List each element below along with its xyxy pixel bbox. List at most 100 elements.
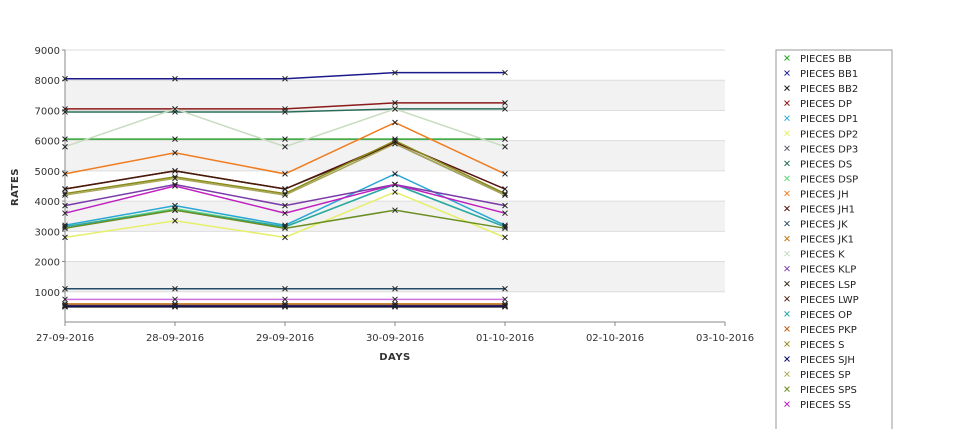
data-point xyxy=(172,149,178,156)
data-point xyxy=(282,171,288,177)
legend-item: PIECES LWP xyxy=(784,295,859,306)
legend-label: PIECES SP xyxy=(800,370,851,381)
legend-item: PIECES DP xyxy=(784,99,852,110)
data-point xyxy=(502,192,508,198)
legend-marker xyxy=(784,356,790,362)
data-point xyxy=(62,171,68,177)
legend-box xyxy=(775,49,893,429)
legend-marker xyxy=(784,205,790,212)
data-point xyxy=(502,234,508,241)
legend-label: PIECES JH1 xyxy=(800,205,855,216)
data-point xyxy=(172,296,178,303)
data-point xyxy=(392,69,398,76)
data-point xyxy=(172,75,178,82)
legend-marker xyxy=(784,145,790,152)
legend-label: PIECES BB1 xyxy=(800,69,858,80)
plot-band xyxy=(65,110,725,141)
x-tick-label: 28-09-2016 xyxy=(146,333,204,344)
plot-band xyxy=(65,50,725,81)
series-group xyxy=(62,285,508,292)
y-tick-label: 1000 xyxy=(35,288,60,299)
legend-label: PIECES SJH xyxy=(800,355,855,366)
legend-marker xyxy=(784,265,790,272)
data-point xyxy=(392,181,398,188)
y-tick-label: 3000 xyxy=(35,227,60,238)
data-point xyxy=(172,168,178,174)
legend-label: PIECES KLP xyxy=(800,265,856,276)
data-point xyxy=(502,296,508,303)
data-point xyxy=(502,285,508,292)
legend-marker xyxy=(784,55,790,61)
legend-item: PIECES DS xyxy=(784,159,852,170)
data-point xyxy=(282,303,288,309)
legend-item: PIECES SP xyxy=(784,370,851,381)
x-tick-label: 29-09-2016 xyxy=(256,333,314,344)
data-point xyxy=(62,210,68,217)
data-point xyxy=(62,296,68,303)
data-point xyxy=(282,143,288,150)
data-point xyxy=(392,119,398,126)
data-point xyxy=(282,75,288,82)
y-tick-label: 9000 xyxy=(35,46,60,57)
data-point xyxy=(62,202,68,209)
y-tick-label: 7000 xyxy=(35,106,60,117)
data-point xyxy=(392,106,398,112)
data-point xyxy=(392,296,398,303)
data-point xyxy=(502,303,508,309)
y-tick-label: 2000 xyxy=(35,258,60,269)
data-point xyxy=(502,171,508,177)
y-axis-title: RATES xyxy=(10,168,21,206)
legend-marker xyxy=(784,250,790,257)
legend-label: PIECES JH xyxy=(800,189,849,200)
legend-item: PIECES JK xyxy=(784,220,848,231)
legend-item: PIECES BB2 xyxy=(784,84,858,95)
legend-label: PIECES LSP xyxy=(800,280,856,291)
x-tick-label: 01-10-2016 xyxy=(476,333,534,344)
legend-marker xyxy=(784,295,790,302)
plot-band xyxy=(65,80,725,111)
x-tick-label: 27-09-2016 xyxy=(36,333,94,344)
data-point xyxy=(172,175,178,182)
data-point xyxy=(62,75,68,82)
legend-item: PIECES BB1 xyxy=(784,69,858,80)
data-point xyxy=(392,285,398,292)
data-point xyxy=(392,207,398,214)
data-point xyxy=(282,225,288,232)
data-point xyxy=(62,285,68,292)
legend-label: PIECES OP xyxy=(800,310,852,321)
data-point xyxy=(282,192,288,198)
legend-marker xyxy=(784,326,790,332)
legend-label: PIECES DP1 xyxy=(800,114,858,125)
legend-item: PIECES JH1 xyxy=(784,205,855,216)
data-point xyxy=(282,186,288,192)
x-tick-label: 30-09-2016 xyxy=(366,333,424,344)
series-group xyxy=(62,303,508,309)
y-tick-label: 6000 xyxy=(35,137,60,148)
data-point xyxy=(62,136,68,143)
legend-marker xyxy=(784,160,790,167)
data-point xyxy=(392,100,398,106)
series-lines xyxy=(62,69,508,310)
data-point xyxy=(502,136,508,143)
series-group xyxy=(62,106,508,150)
data-point xyxy=(282,136,288,143)
data-point xyxy=(62,225,68,232)
plot-band xyxy=(65,231,725,262)
data-point xyxy=(172,285,178,292)
legend-marker xyxy=(784,220,790,227)
legend-label: PIECES PKP xyxy=(800,325,857,336)
legend-label: PIECES DS xyxy=(800,159,852,170)
legend-label: PIECES DSP xyxy=(800,174,858,185)
legend-label: PIECES DP3 xyxy=(800,144,858,155)
series-group xyxy=(62,69,508,82)
legend-marker xyxy=(784,70,790,76)
legend-item: PIECES DP3 xyxy=(784,144,858,155)
legend-marker xyxy=(784,371,790,377)
plot-band xyxy=(65,201,725,232)
data-point xyxy=(282,210,288,217)
data-point xyxy=(62,109,68,115)
legend-item: PIECES SPS xyxy=(784,385,857,396)
legend-label: PIECES BB xyxy=(800,54,852,65)
legend: PIECES BB PIECES BB1 PIECES BB2 PIECES DP PI… xyxy=(775,49,893,429)
